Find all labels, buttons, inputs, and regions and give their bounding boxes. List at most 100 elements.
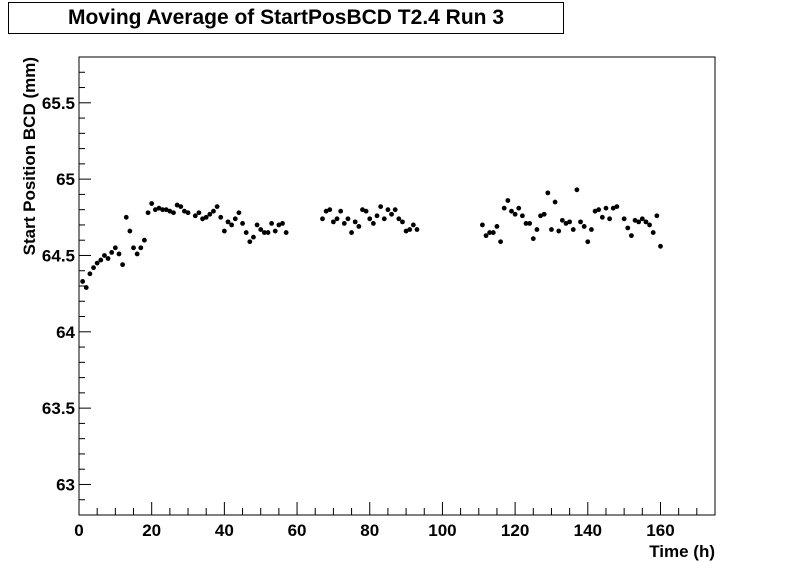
y-tick-label: 63.5 [42, 399, 75, 418]
data-point [94, 260, 100, 266]
data-point [407, 227, 413, 232]
data-point [105, 256, 111, 261]
data-point [185, 210, 191, 216]
data-point [272, 228, 278, 234]
data-point [221, 228, 227, 234]
data-points [80, 187, 663, 290]
data-point [629, 233, 634, 239]
data-point [374, 213, 380, 219]
data-point [603, 205, 609, 211]
data-point [276, 222, 282, 228]
data-point [178, 204, 184, 210]
data-point [360, 207, 365, 213]
data-point [243, 230, 249, 235]
data-point [349, 230, 354, 235]
data-point [370, 221, 376, 226]
data-point [487, 230, 493, 235]
data-point [592, 208, 598, 214]
data-point [142, 237, 147, 243]
data-point [102, 253, 107, 258]
data-point [400, 219, 405, 225]
data-point [352, 219, 358, 225]
plot-frame-layer [78, 56, 716, 516]
x-tick-label: 40 [215, 521, 234, 540]
data-point [236, 210, 242, 216]
data-point [131, 245, 136, 251]
data-point [505, 198, 511, 203]
data-point [498, 239, 503, 245]
data-point [83, 285, 89, 290]
data-point [174, 202, 180, 208]
data-point [545, 190, 551, 196]
data-point [211, 208, 216, 214]
data-point [396, 216, 402, 222]
data-point [138, 245, 144, 251]
data-point [523, 221, 529, 226]
data-point [599, 214, 605, 220]
x-tick-label: 120 [501, 521, 529, 540]
data-point [203, 214, 209, 220]
data-point [181, 208, 187, 214]
data-point [636, 219, 642, 225]
data-point [334, 216, 340, 222]
data-point [98, 257, 104, 263]
data-point [80, 279, 86, 284]
plot-frame [78, 56, 716, 516]
data-point [218, 214, 224, 220]
data-point [410, 222, 416, 228]
data-point [149, 201, 155, 206]
data-point [112, 245, 118, 251]
data-point [658, 243, 663, 249]
x-tick-label: 140 [574, 521, 602, 540]
x-tick-label: 100 [428, 521, 456, 540]
data-point [534, 227, 540, 232]
data-point [483, 233, 489, 239]
x-tick-label: 60 [288, 521, 307, 540]
y-axis-title: Start Position BCD (mm) [20, 57, 39, 255]
data-point [320, 216, 325, 222]
y-tick-label: 64 [56, 323, 75, 342]
data-point [654, 213, 660, 219]
data-point [519, 213, 525, 219]
data-point [207, 211, 213, 217]
data-point [516, 205, 522, 211]
data-point [556, 228, 562, 234]
data-point [552, 199, 558, 205]
data-point [152, 207, 158, 213]
data-point [240, 221, 245, 226]
data-point [283, 230, 289, 235]
data-point [632, 217, 638, 223]
data-point [91, 265, 96, 271]
data-point [258, 227, 264, 232]
data-point [367, 216, 373, 222]
x-axis-title: Time (h) [649, 542, 715, 561]
data-point [192, 213, 198, 219]
data-point [116, 251, 122, 257]
x-tick-label: 0 [74, 521, 83, 540]
data-point [163, 207, 169, 213]
data-point [559, 217, 565, 223]
data-point [145, 210, 151, 216]
data-point [254, 222, 260, 228]
data-point [160, 207, 165, 213]
data-point [338, 208, 344, 214]
data-point [581, 224, 587, 229]
data-point [200, 216, 205, 222]
data-point [389, 211, 394, 217]
data-point [225, 219, 231, 225]
data-point [341, 221, 347, 226]
data-point [109, 250, 115, 255]
data-point [196, 210, 202, 216]
x-tick-label: 80 [360, 521, 379, 540]
data-point [363, 208, 369, 214]
data-point [494, 224, 500, 229]
data-point [265, 230, 271, 235]
data-point [570, 227, 576, 232]
data-point [120, 262, 126, 268]
data-point [480, 222, 485, 228]
x-tick-label: 20 [142, 521, 161, 540]
data-point [331, 219, 336, 225]
data-point [549, 227, 554, 232]
y-tick-label: 63 [56, 475, 75, 494]
data-point [261, 230, 267, 235]
